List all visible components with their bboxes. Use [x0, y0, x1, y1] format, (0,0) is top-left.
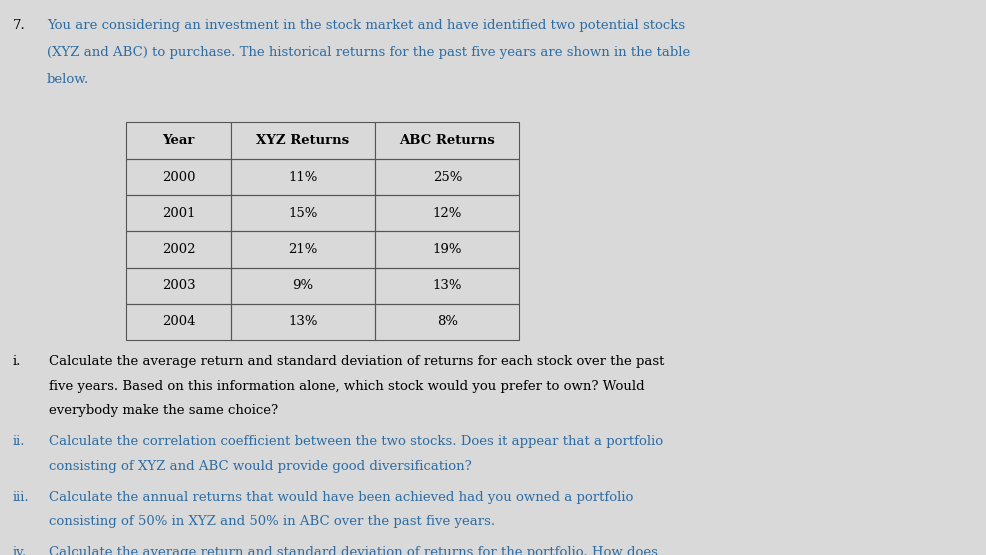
Text: below.: below.	[47, 73, 89, 85]
Text: 2004: 2004	[162, 315, 195, 328]
FancyBboxPatch shape	[231, 122, 375, 159]
Text: i.: i.	[13, 355, 22, 368]
Text: everybody make the same choice?: everybody make the same choice?	[49, 404, 278, 417]
FancyBboxPatch shape	[126, 122, 231, 159]
Text: iv.: iv.	[13, 546, 28, 555]
Bar	[231, 231, 375, 268]
Bar	[231, 159, 375, 195]
Bar	[375, 268, 519, 304]
Text: consisting of 50% in XYZ and 50% in ABC over the past five years.: consisting of 50% in XYZ and 50% in ABC …	[49, 515, 495, 528]
Text: Calculate the average return and standard deviation of returns for each stock ov: Calculate the average return and standar…	[49, 355, 664, 368]
Text: 2000: 2000	[162, 171, 195, 184]
Bar	[126, 122, 231, 159]
Text: five years. Based on this information alone, which stock would you prefer to own: five years. Based on this information al…	[49, 380, 644, 392]
Text: 8%: 8%	[437, 315, 458, 328]
Text: Year: Year	[163, 134, 194, 147]
Text: 2001: 2001	[162, 207, 195, 220]
Bar	[231, 268, 375, 304]
Bar	[375, 304, 519, 340]
Text: 12%: 12%	[432, 207, 461, 220]
Text: 2002: 2002	[162, 243, 195, 256]
Bar	[126, 231, 231, 268]
Text: iii.: iii.	[13, 491, 30, 503]
Bar	[126, 268, 231, 304]
Text: (XYZ and ABC) to purchase. The historical returns for the past five years are sh: (XYZ and ABC) to purchase. The historica…	[47, 46, 689, 59]
Text: ABC Returns: ABC Returns	[399, 134, 495, 147]
Text: 25%: 25%	[432, 171, 461, 184]
Text: 13%: 13%	[288, 315, 317, 328]
Bar	[375, 122, 519, 159]
Bar	[126, 195, 231, 231]
Text: 21%: 21%	[288, 243, 317, 256]
Text: You are considering an investment in the stock market and have identified two po: You are considering an investment in the…	[47, 19, 684, 32]
Text: 7.: 7.	[13, 19, 26, 32]
FancyBboxPatch shape	[375, 122, 519, 159]
Bar	[126, 159, 231, 195]
Text: ii.: ii.	[13, 435, 26, 448]
Bar	[375, 159, 519, 195]
Bar	[375, 231, 519, 268]
Bar	[126, 304, 231, 340]
Bar	[231, 304, 375, 340]
Text: 11%: 11%	[288, 171, 317, 184]
Text: 13%: 13%	[432, 279, 461, 292]
Text: 15%: 15%	[288, 207, 317, 220]
Bar	[231, 195, 375, 231]
Text: 2003: 2003	[162, 279, 195, 292]
Text: consisting of XYZ and ABC would provide good diversification?: consisting of XYZ and ABC would provide …	[49, 460, 471, 472]
Bar	[375, 195, 519, 231]
Bar	[231, 122, 375, 159]
Text: 9%: 9%	[292, 279, 314, 292]
Text: XYZ Returns: XYZ Returns	[256, 134, 349, 147]
Text: 19%: 19%	[432, 243, 461, 256]
Text: Calculate the annual returns that would have been achieved had you owned a portf: Calculate the annual returns that would …	[49, 491, 633, 503]
Text: Calculate the average return and standard deviation of returns for the portfolio: Calculate the average return and standar…	[49, 546, 658, 555]
Text: Calculate the correlation coefficient between the two stocks. Does it appear tha: Calculate the correlation coefficient be…	[49, 435, 663, 448]
